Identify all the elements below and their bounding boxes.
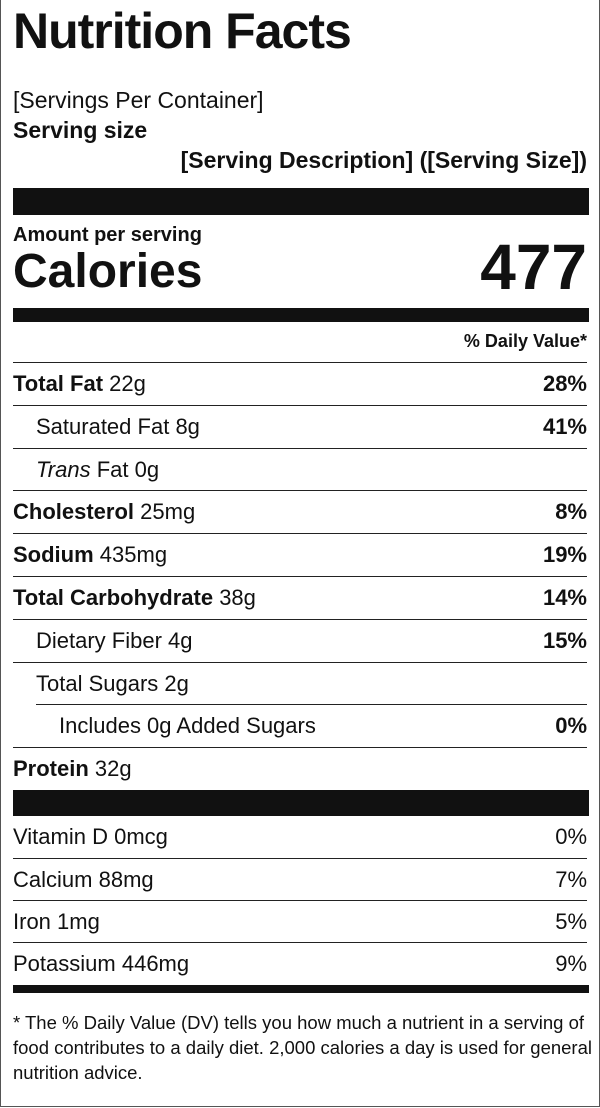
nutrient-row: Saturated Fat 8g 41% [13,404,587,448]
daily-value: 9% [555,951,587,976]
daily-value: 41% [542,413,587,439]
nutrient-row: Trans Fat 0g [13,447,587,491]
nutrient-row: Cholesterol 25mg 8% [13,490,587,533]
vitamin-label: Vitamin D [13,824,108,849]
nutrient-amount: 8g [175,413,200,439]
daily-value: 7% [555,867,587,892]
vitamin-name: Iron 1mg [13,909,100,935]
divider [13,790,589,816]
nutrient-row: Total Sugars 2g [13,661,587,705]
nutrient-label: Saturated Fat [36,413,170,439]
nutrient-name: Includes 0g Added Sugars [36,713,316,739]
nutrient-label: Total Carbohydrate [13,585,214,610]
daily-value: 15% [542,627,587,653]
dv-header: % Daily Value* [463,331,587,351]
nutrient-row: Total Carbohydrate 38g 14% [13,576,587,619]
vitamin-amount: 1mg [57,909,100,934]
nutrient-amount: 32g [94,756,132,782]
calories-value: 477 [480,231,587,303]
serving-size: [Serving Description] ([Serving Size]) [180,147,587,173]
nutrient-amount: 38g [219,585,256,610]
nutrient-name: Trans Fat 0g [13,457,159,483]
title: Nutrition Facts [13,3,352,59]
nutrient-amount: 435mg [99,542,168,568]
daily-value: 8% [555,499,587,525]
daily-value: 0% [555,713,587,739]
nutrient-name: Total Fat 22g [13,371,146,397]
nutrient-row: Includes 0g Added Sugars 0% [36,704,587,747]
divider [13,188,589,215]
nutrient-label: Total Sugars [36,670,159,696]
nutrient-name: Cholesterol 25mg [13,499,195,525]
divider [13,985,589,993]
nutrient-row: Protein 32g [13,747,587,790]
serving-size-label: Serving size [13,117,148,143]
vitamin-row: Potassium 446mg 9% [13,942,587,985]
nutrient-label: Protein [13,756,89,782]
footnote: * The % Daily Value (DV) tells you how m… [13,1012,592,1083]
vitamin-name: Potassium 446mg [13,951,189,977]
vitamin-amount: 88mg [98,867,154,892]
vitamin-label: Iron [13,909,51,934]
nutrient-name: Dietary Fiber 4g [13,628,193,654]
vitamin-amount: 0mcg [114,824,168,849]
nutrient-name: Total Carbohydrate 38g [13,585,256,611]
vitamin-row: Iron 1mg 5% [13,900,587,943]
vitamin-name: Vitamin D 0mcg [13,824,168,850]
vitamin-label: Calcium [13,867,93,892]
nutrient-row: Total Fat 22g 28% [13,362,587,405]
nutrient-name: Saturated Fat 8g [13,414,200,440]
daily-value: 0% [555,824,587,849]
nutrient-label: Cholesterol [13,499,135,525]
nutrient-row: Sodium 435mg 19% [13,533,587,576]
vitamin-name: Calcium 88mg [13,867,154,893]
daily-value: 14% [542,585,587,610]
vitamin-row: Calcium 88mg 7% [13,858,587,901]
divider [13,308,589,322]
nutrient-amount: 0g [134,456,160,482]
nutrient-label: Total Fat [13,371,104,396]
nutrient-label: Dietary Fiber [36,627,162,653]
daily-value: 19% [542,542,587,568]
nutrient-label: Includes 0g Added Sugars [59,713,316,739]
nutrient-amount: 22g [109,371,146,396]
nutrient-name: Total Sugars 2g [13,671,189,697]
nutrient-label: Sodium [13,542,94,568]
nutrient-row: Dietary Fiber 4g 15% [13,618,587,662]
amount-label: Amount per serving [13,224,202,246]
vitamin-label: Potassium [13,951,116,976]
daily-value: 5% [555,909,587,934]
servings: [Servings Per Container] [13,87,264,113]
vitamin-amount: 446mg [121,951,190,976]
nutrient-name: Sodium 435mg [13,542,167,568]
nutrient-amount: 4g [168,627,193,653]
nutrient-amount: 2g [164,670,189,696]
nutrient-name: Protein 32g [13,756,132,782]
nutrient-label: Fat [96,456,129,482]
nutrient-amount: 25mg [140,499,196,525]
vitamin-row: Vitamin D 0mcg 0% [13,816,587,858]
daily-value: 28% [542,371,587,396]
nutrient-italic: Trans [36,456,91,482]
calories-label: Calories [13,245,203,298]
